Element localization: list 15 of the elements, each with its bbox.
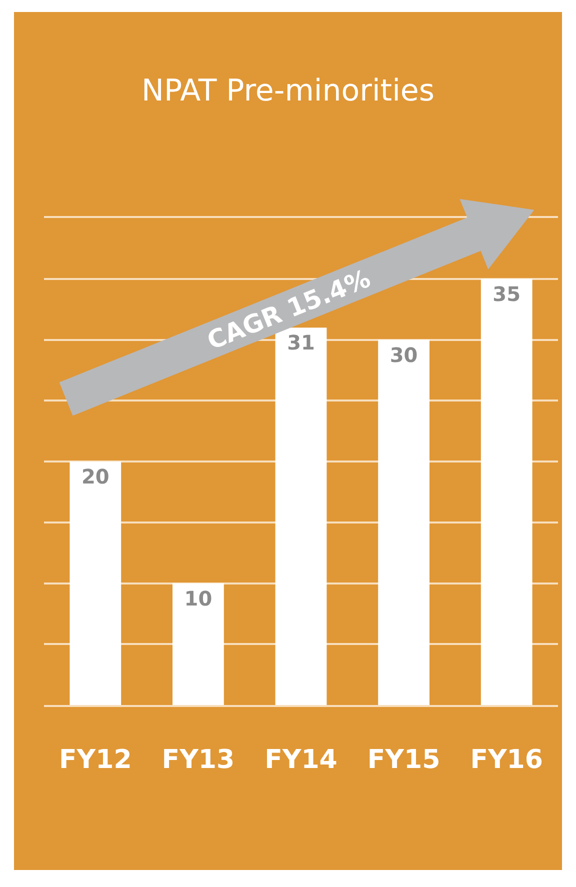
bar (378, 340, 430, 705)
data-label: 31 (287, 330, 315, 355)
x-tick-label: FY15 (367, 745, 440, 776)
bar (172, 583, 224, 705)
bar (70, 462, 122, 705)
chart-title: NPAT Pre-minorities (142, 74, 434, 108)
data-label: 10 (184, 586, 212, 610)
data-label: 20 (81, 464, 110, 488)
bar (480, 278, 532, 705)
data-label: 35 (492, 282, 521, 306)
data-label: 30 (390, 342, 418, 367)
x-tick-label: FY16 (470, 745, 543, 776)
x-tick-label: FY13 (162, 745, 235, 776)
x-tick-label: FY12 (59, 745, 132, 776)
x-tick-label: FY14 (264, 745, 338, 776)
